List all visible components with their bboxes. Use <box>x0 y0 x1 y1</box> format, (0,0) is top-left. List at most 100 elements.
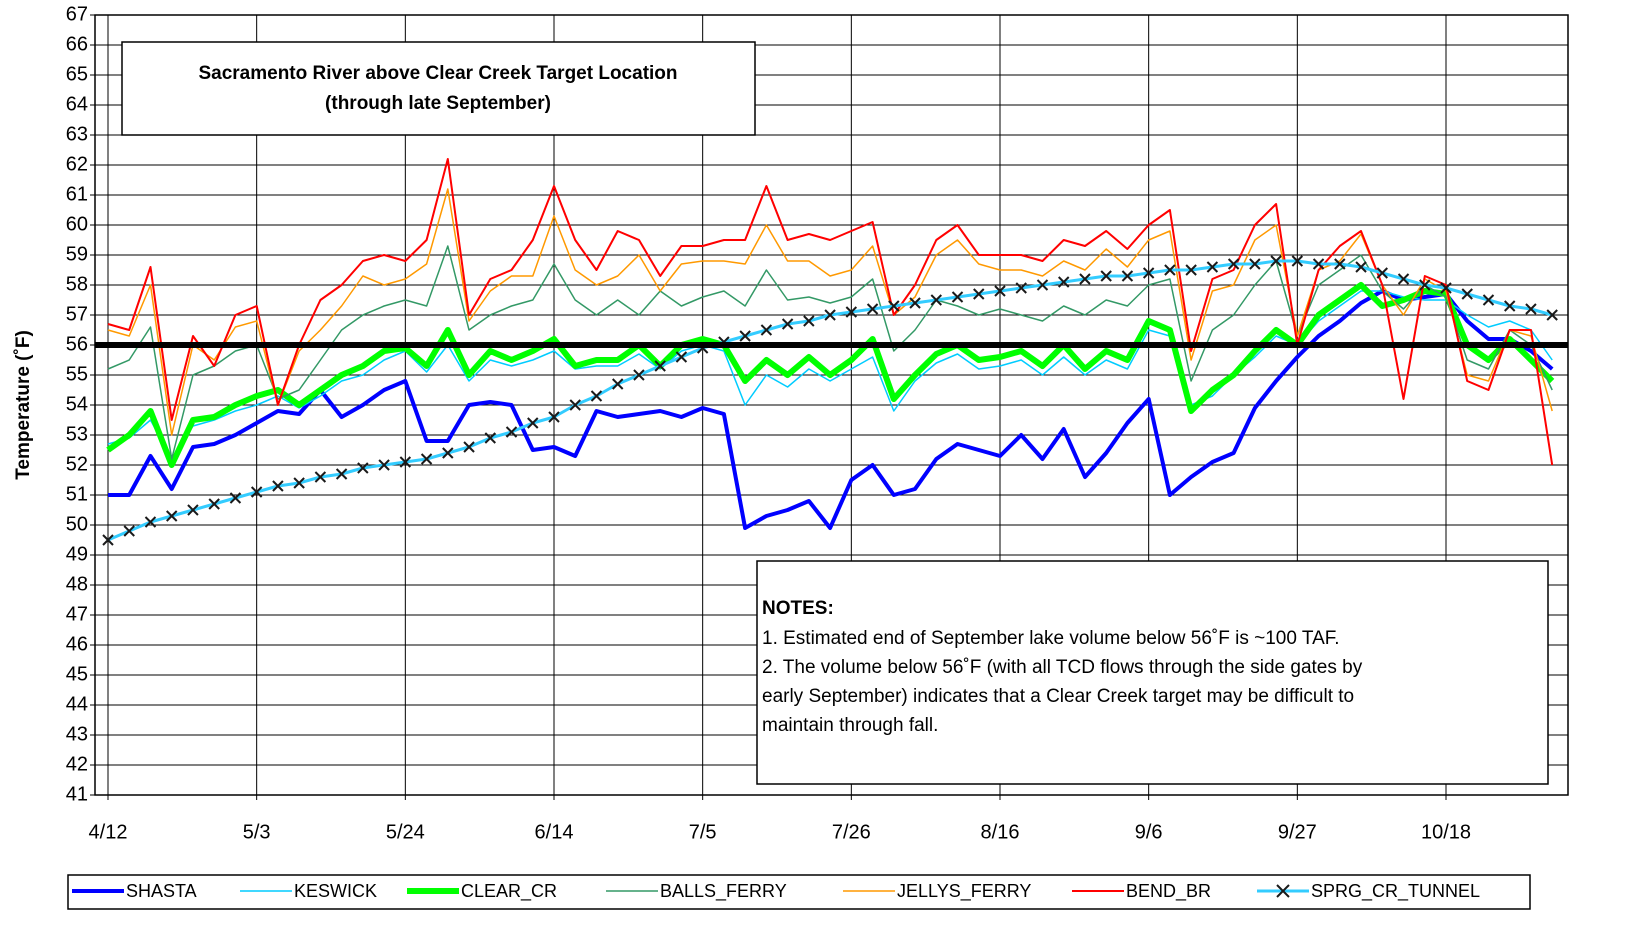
marker <box>1312 258 1325 270</box>
legend-label: SPRG_CR_TUNNEL <box>1311 881 1480 902</box>
y-tick-label: 61 <box>66 183 88 205</box>
marker <box>1334 258 1346 270</box>
marker <box>824 309 836 321</box>
notes-line: early September) indicates that a Clear … <box>762 686 1354 707</box>
y-tick-label: 64 <box>66 93 88 115</box>
marker <box>208 498 220 510</box>
marker <box>527 417 539 429</box>
marker <box>951 291 964 303</box>
marker <box>229 492 242 504</box>
plot-border <box>94 14 1569 796</box>
notes-line: maintain through fall. <box>762 715 938 736</box>
y-tick-label: 57 <box>66 303 88 325</box>
notes-line: 1. Estimated end of September lake volum… <box>762 628 1340 649</box>
marker <box>1185 264 1197 276</box>
marker <box>250 486 263 498</box>
y-tick-label: 51 <box>66 483 88 505</box>
marker <box>1164 264 1176 276</box>
series-line <box>107 158 1554 466</box>
legend-label: BALLS_FERRY <box>660 881 787 902</box>
y-tick-label: 41 <box>66 783 88 805</box>
legend-label: CLEAR_CR <box>461 881 557 902</box>
marker <box>102 534 114 546</box>
marker <box>1419 279 1431 291</box>
y-tick-label: 42 <box>66 753 88 775</box>
marker <box>1440 282 1452 294</box>
chart-title: Sacramento River above Clear Creek Targe… <box>198 63 677 84</box>
x-tick-label: 7/26 <box>832 821 871 843</box>
marker <box>760 324 773 336</box>
marker <box>166 510 178 522</box>
x-tick-label: 5/3 <box>243 821 271 843</box>
y-tick-label: 56 <box>66 333 88 355</box>
marker <box>335 468 348 480</box>
marker <box>930 294 942 306</box>
marker <box>420 453 433 465</box>
y-tick-label: 45 <box>66 663 88 685</box>
y-tick-label: 60 <box>66 213 88 235</box>
y-tick-label: 67 <box>66 3 88 25</box>
notes-heading: NOTES: <box>762 598 834 619</box>
marker <box>1100 270 1112 282</box>
marker <box>1015 282 1027 294</box>
y-tick-label: 48 <box>66 573 88 595</box>
y-tick-label: 47 <box>66 603 88 625</box>
marker <box>442 447 454 459</box>
marker <box>1227 258 1240 270</box>
marker <box>1079 273 1091 285</box>
marker <box>994 285 1006 297</box>
series-line <box>106 282 1555 468</box>
marker <box>1121 270 1134 282</box>
marker <box>314 471 327 483</box>
legend-marker <box>1276 884 1290 898</box>
marker <box>1525 303 1537 315</box>
marker <box>845 306 858 318</box>
marker <box>973 288 985 300</box>
y-tick-label: 49 <box>66 543 88 565</box>
marker <box>612 378 624 390</box>
marker <box>633 369 645 381</box>
y-tick-label: 50 <box>66 513 88 535</box>
notes-line: 2. The volume below 56˚F (with all TCD f… <box>762 657 1363 678</box>
marker <box>463 441 475 453</box>
y-axis-label: Temperature (˚F) <box>13 330 34 480</box>
y-tick-label: 66 <box>66 33 88 55</box>
marker <box>1291 255 1304 267</box>
y-tick-label: 58 <box>66 273 88 295</box>
y-tick-label: 65 <box>66 63 88 85</box>
marker <box>909 297 921 309</box>
y-tick-label: 43 <box>66 723 88 745</box>
marker <box>1036 279 1049 291</box>
x-tick-label: 10/18 <box>1421 821 1471 843</box>
x-tick-label: 6/14 <box>535 821 574 843</box>
marker <box>357 462 369 474</box>
legend-label: KESWICK <box>294 881 377 901</box>
y-tick-label: 44 <box>66 693 88 715</box>
y-tick-label: 54 <box>66 393 88 415</box>
marker <box>144 516 157 528</box>
y-tick-label: 59 <box>66 243 88 265</box>
marker <box>888 300 900 312</box>
marker <box>1482 294 1495 306</box>
marker <box>1546 309 1558 321</box>
marker <box>1461 288 1473 300</box>
marker <box>505 426 518 438</box>
y-tick-label: 46 <box>66 633 88 655</box>
y-tick-label: 53 <box>66 423 88 445</box>
x-tick-label: 8/16 <box>981 821 1020 843</box>
marker <box>675 351 688 363</box>
legend-label: BEND_BR <box>1126 881 1211 902</box>
y-tick-label: 62 <box>66 153 88 175</box>
marker <box>1397 273 1410 285</box>
marker <box>399 456 412 468</box>
marker <box>187 504 199 516</box>
marker <box>272 480 284 492</box>
x-tick-label: 9/6 <box>1135 821 1163 843</box>
marker <box>484 432 496 444</box>
marker <box>1249 258 1261 270</box>
marker <box>123 525 135 537</box>
marker <box>1355 261 1367 273</box>
x-tick-label: 7/5 <box>689 821 717 843</box>
marker <box>569 399 581 411</box>
